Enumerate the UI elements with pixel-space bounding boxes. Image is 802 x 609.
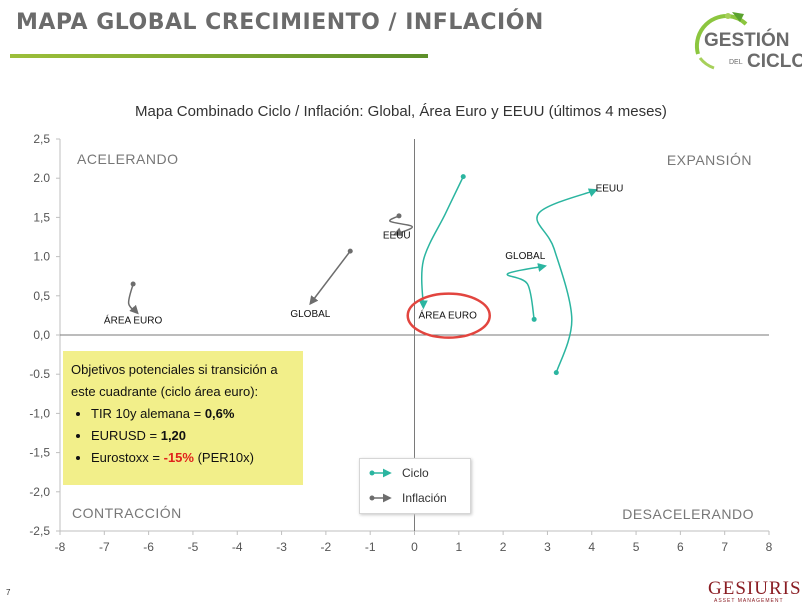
series-label-inflaci-n-eeuu: EEUU [383, 231, 411, 242]
note-item-value: 0,6% [204, 406, 235, 421]
y-tick-label: -1,5 [29, 446, 50, 460]
quadrant-label-contraccion: CONTRACCIÓN [72, 505, 182, 521]
y-tick-label: 2.0 [33, 171, 50, 185]
note-item-value: 1,20 [160, 428, 187, 443]
y-tick-label: 2,5 [33, 132, 50, 146]
chart-title: Mapa Combinado Ciclo / Inflación: Global… [135, 103, 667, 120]
legend-label: Ciclo [402, 466, 429, 480]
legend-swatch-ciclo [369, 468, 392, 478]
x-tick-label: 3 [544, 540, 551, 554]
series-line-inflaci-n-eeuu [389, 215, 414, 236]
x-tick-label: 4 [588, 540, 595, 554]
x-tick-label: -7 [99, 540, 110, 554]
y-tick-label: 0,0 [33, 328, 50, 342]
quadrant-label-expansion: EXPANSIÓN [667, 152, 752, 168]
target-note-box: Objetivos potenciales si transición a es… [63, 351, 303, 485]
title-rule [10, 54, 428, 58]
x-tick-label: -3 [276, 540, 287, 554]
logo-text-gestion: GESTIÓN [704, 30, 790, 51]
legend-entry-inflacion: Inflación [368, 490, 447, 506]
logo-text-ciclo: CICLO [747, 51, 802, 72]
x-tick-label: 2 [500, 540, 507, 554]
x-tick-label: 6 [677, 540, 684, 554]
series-start-point-ciclo-global [531, 316, 537, 322]
y-tick-label: 1,5 [33, 210, 50, 224]
note-item-eurusd: EURUSD = 1,20 [91, 425, 295, 447]
note-item-value: -15% [163, 450, 194, 465]
x-tick-label: -8 [55, 540, 66, 554]
series-label-ciclo-eeuu: EEUU [596, 184, 624, 195]
series-line-inflaci-n-rea-euro [127, 283, 139, 315]
gesiuris-subtitle: ASSET MANAGEMENT [714, 598, 784, 604]
y-tick-label: -2,0 [29, 485, 50, 499]
y-tick-label: -1,0 [29, 406, 50, 420]
quadrant-label-desacelerando: DESACELERANDO [622, 506, 754, 522]
series-label-ciclo-global: GLOBAL [505, 251, 545, 262]
highlight-ellipse [406, 292, 491, 339]
series-label-inflaci-n-rea-euro: ÁREA EURO [104, 313, 163, 326]
note-item-eurostoxx: Eurostoxx = -15% (PER10x) [91, 447, 295, 469]
note-list: TIR 10y alemana = 0,6% EURUSD = 1,20 Eur… [71, 403, 295, 469]
series-label-inflaci-n-global: GLOBAL [290, 309, 330, 320]
series-start-point-inflaci-n-eeuu [396, 213, 402, 219]
note-item-label: Eurostoxx = [91, 450, 164, 465]
gesiuris-logo: GESIURIS [708, 578, 802, 599]
logo-text-del: DEL [729, 59, 743, 66]
note-heading: Objetivos potenciales si transición a es… [71, 362, 278, 399]
series-start-point-ciclo-eeuu [553, 370, 559, 376]
y-tick-label: -2,5 [29, 524, 50, 538]
legend-swatch-inflacion [369, 493, 392, 503]
y-tick-label: -0.5 [29, 367, 50, 381]
gestion-del-ciclo-logo [694, 12, 748, 70]
series-line-ciclo-rea-euro [418, 176, 464, 310]
x-tick-label: -2 [321, 540, 332, 554]
note-item-label: TIR 10y alemana = [91, 406, 205, 421]
series-line-ciclo-eeuu [536, 188, 598, 373]
x-tick-label: -4 [232, 540, 243, 554]
y-tick-label: 1.0 [33, 250, 50, 264]
series-start-point-inflaci-n-global [347, 248, 353, 254]
x-tick-label: -1 [365, 540, 376, 554]
x-tick-label: 0 [411, 540, 418, 554]
x-tick-label: 7 [721, 540, 728, 554]
x-tick-label: 1 [455, 540, 462, 554]
y-tick-label: 0,5 [33, 289, 50, 303]
series-line-ciclo-global [506, 263, 547, 320]
quadrant-label-acelerando: ACELERANDO [77, 151, 178, 167]
legend-label: Inflación [402, 491, 447, 505]
legend-entry-ciclo: Ciclo [368, 465, 429, 481]
series-label-ciclo-rea-euro: ÁREA EURO [419, 309, 478, 322]
chart-legend: Ciclo Inflación [359, 458, 471, 514]
slide-title: MAPA GLOBAL CRECIMIENTO / INFLACIÓN [16, 10, 544, 35]
x-tick-label: -5 [188, 540, 199, 554]
x-tick-label: -6 [143, 540, 154, 554]
series-start-point-inflaci-n-rea-euro [130, 281, 136, 287]
note-item-label: EURUSD = [91, 428, 161, 443]
note-item-suffix: (PER10x) [193, 450, 254, 465]
x-tick-label: 8 [766, 540, 773, 554]
page-number: 7 [6, 588, 11, 597]
series-start-point-ciclo-rea-euro [460, 174, 466, 180]
note-item-tir: TIR 10y alemana = 0,6% [91, 403, 295, 425]
x-tick-label: 5 [633, 540, 640, 554]
series-line-inflaci-n-global [309, 250, 351, 306]
